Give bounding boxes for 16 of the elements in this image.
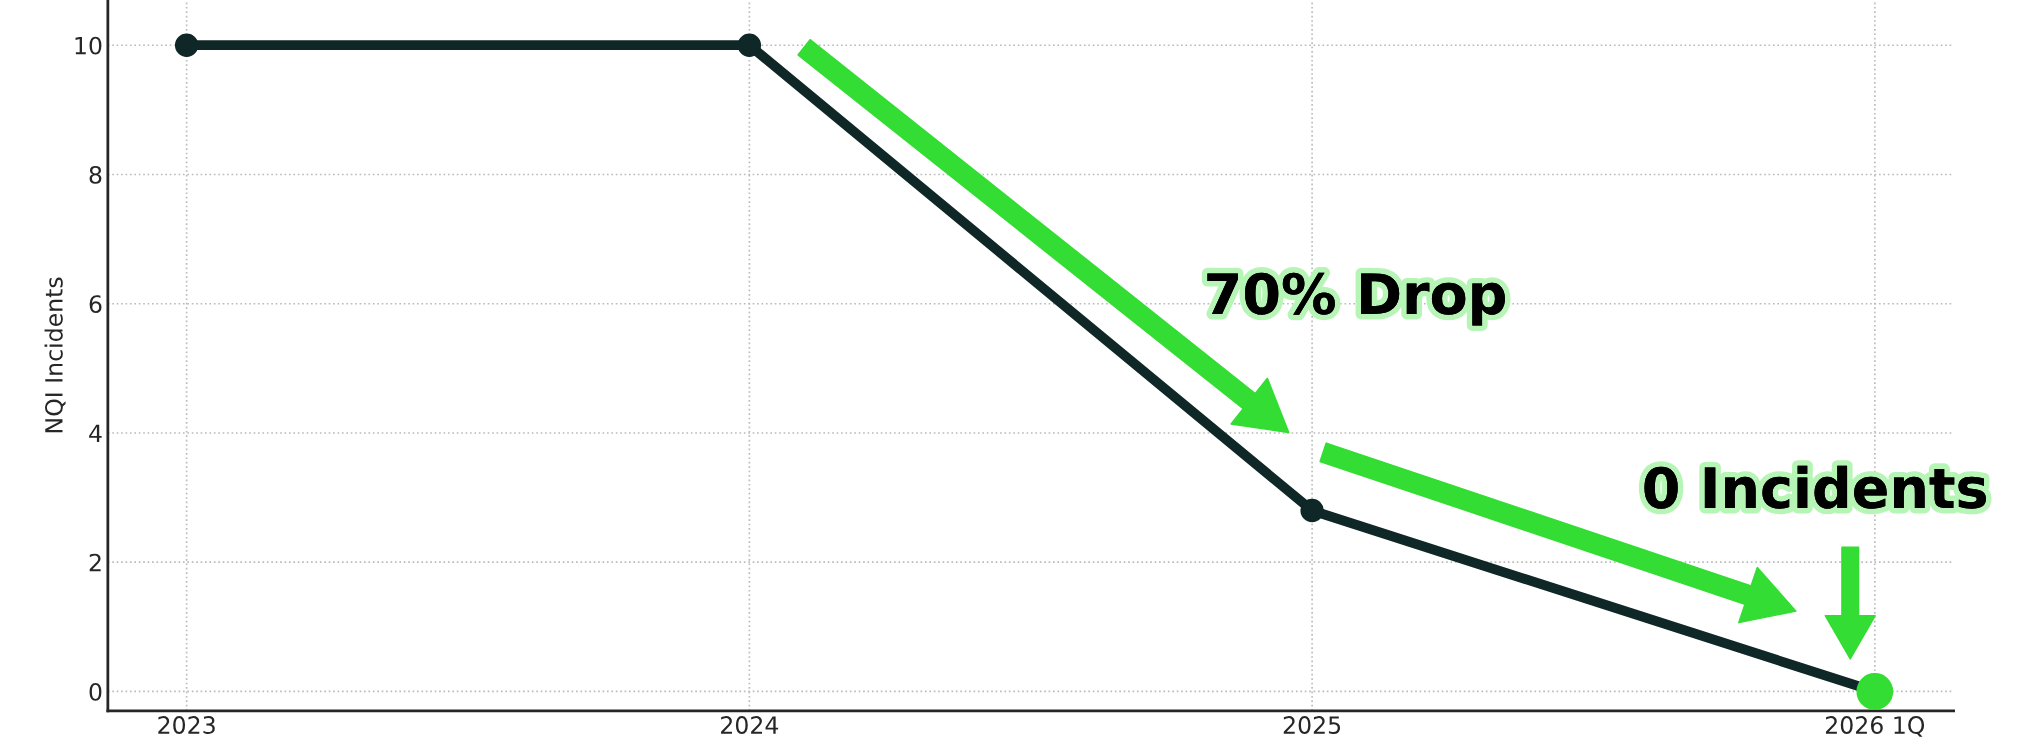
point <box>737 33 762 57</box>
x-tick-label: 2023 <box>158 716 215 734</box>
y-tick-label: 0 <box>89 682 102 701</box>
point <box>174 33 199 57</box>
y-tick-label: 2 <box>89 553 101 572</box>
x-tick-label: 2026 1Q <box>1825 716 1925 737</box>
annotation: 0 Incidents <box>1644 465 1986 509</box>
y-axis-title: NQI Incidents <box>44 277 66 433</box>
y-tick-label: 8 <box>89 165 102 184</box>
y-tick-label: 10 <box>75 36 102 55</box>
x-tick-label: 2024 <box>721 716 779 734</box>
annotation: 70% Drop <box>1207 272 1505 326</box>
y-tick-label: 4 <box>89 424 102 442</box>
y-tick-label: 6 <box>89 295 102 314</box>
point <box>1300 498 1324 523</box>
x-tick-label: 2025 <box>1283 716 1341 734</box>
